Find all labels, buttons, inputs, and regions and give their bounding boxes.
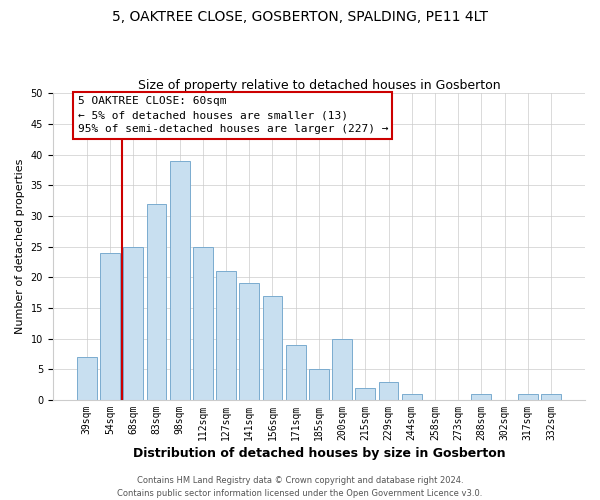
Bar xyxy=(77,357,97,400)
Bar xyxy=(379,382,398,400)
Bar xyxy=(239,284,259,400)
Bar xyxy=(472,394,491,400)
Title: Size of property relative to detached houses in Gosberton: Size of property relative to detached ho… xyxy=(137,79,500,92)
Bar xyxy=(309,370,329,400)
Bar xyxy=(100,252,120,400)
Text: 5 OAKTREE CLOSE: 60sqm
← 5% of detached houses are smaller (13)
95% of semi-deta: 5 OAKTREE CLOSE: 60sqm ← 5% of detached … xyxy=(77,96,388,134)
Bar xyxy=(402,394,422,400)
Bar xyxy=(216,271,236,400)
Y-axis label: Number of detached properties: Number of detached properties xyxy=(15,159,25,334)
Bar xyxy=(146,204,166,400)
Bar xyxy=(263,296,283,400)
Bar xyxy=(332,338,352,400)
Bar xyxy=(355,388,375,400)
X-axis label: Distribution of detached houses by size in Gosberton: Distribution of detached houses by size … xyxy=(133,447,505,460)
Bar xyxy=(286,344,305,400)
Bar xyxy=(518,394,538,400)
Bar xyxy=(124,246,143,400)
Bar xyxy=(170,160,190,400)
Bar xyxy=(541,394,561,400)
Bar xyxy=(193,246,213,400)
Text: 5, OAKTREE CLOSE, GOSBERTON, SPALDING, PE11 4LT: 5, OAKTREE CLOSE, GOSBERTON, SPALDING, P… xyxy=(112,10,488,24)
Text: Contains HM Land Registry data © Crown copyright and database right 2024.
Contai: Contains HM Land Registry data © Crown c… xyxy=(118,476,482,498)
